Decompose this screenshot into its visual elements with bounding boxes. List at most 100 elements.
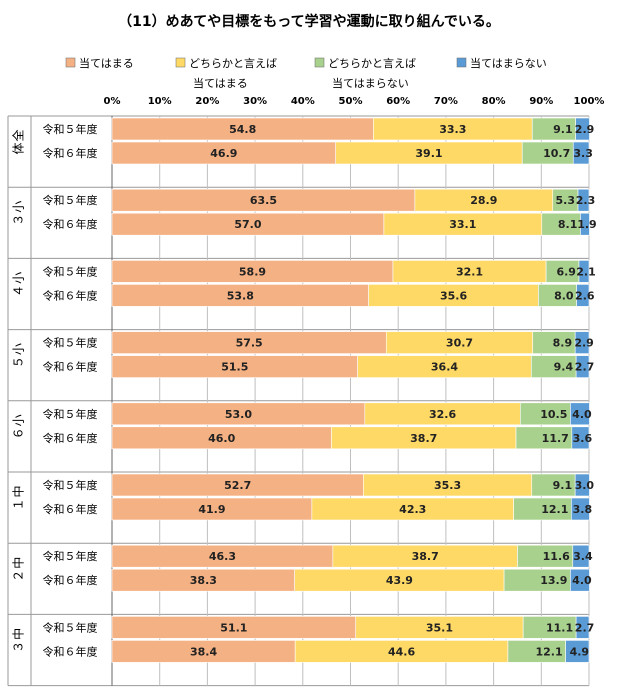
data-label-agree: 51.5	[221, 361, 248, 374]
data-label-somewhat-disagree: 5.3	[556, 194, 576, 207]
legend-swatch-agree	[65, 57, 76, 68]
group-label: 全体	[11, 129, 26, 154]
data-label-disagree: 4.0	[572, 408, 592, 421]
data-label-agree: 58.9	[239, 265, 266, 278]
data-label-disagree: 3.6	[573, 432, 593, 445]
data-label-disagree: 2.7	[575, 621, 595, 634]
x-tick-label: 10%	[148, 96, 172, 107]
bar-segment-disagree	[575, 355, 590, 378]
data-label-somewhat-disagree: 12.1	[535, 645, 562, 658]
row-label: 令和６年度	[43, 431, 98, 445]
data-label-somewhat-disagree: 12.1	[541, 503, 568, 516]
bar-segment-disagree	[576, 284, 590, 307]
row-label: 令和６年度	[43, 288, 98, 302]
group-label-char: 全	[11, 129, 26, 141]
row-label: 令和５年度	[43, 264, 98, 278]
data-label-somewhat-agree: 30.7	[446, 337, 473, 350]
data-label-disagree: 2.3	[576, 194, 596, 207]
data-label-somewhat-agree: 43.9	[386, 574, 413, 587]
group-label-char: 小	[12, 201, 26, 213]
data-label-somewhat-agree: 42.3	[399, 503, 426, 516]
data-label-somewhat-agree: 33.3	[439, 123, 466, 136]
row-label: 令和６年度	[43, 644, 98, 658]
row-label: 令和５年度	[43, 549, 98, 563]
legend-label-disagree: 当てはまらない	[470, 56, 547, 70]
group-label-char: 小	[12, 414, 26, 426]
data-label-agree: 54.8	[229, 123, 256, 136]
bar-segment-disagree	[577, 188, 590, 212]
data-label-somewhat-disagree: 8.1	[558, 218, 578, 231]
data-label-somewhat-disagree: 8.0	[554, 289, 574, 302]
row-label: 令和５年度	[43, 122, 98, 136]
data-label-agree: 57.0	[234, 218, 261, 231]
bar-segment-disagree	[570, 402, 590, 426]
row-label: 令和５年度	[43, 193, 98, 207]
data-label-somewhat-agree: 28.9	[470, 194, 497, 207]
data-label-agree: 53.0	[225, 408, 252, 421]
data-label-agree: 53.8	[227, 289, 254, 302]
data-label-somewhat-disagree: 9.4	[554, 361, 574, 374]
group-label: 小５	[12, 343, 26, 368]
legend-sublabel-somewhat-agree: 当てはまる	[193, 76, 248, 90]
group-label-char: 中	[11, 485, 26, 497]
data-label-disagree: 3.3	[573, 147, 593, 160]
group-label-char: 小	[12, 272, 26, 284]
x-axis: 0% 10% 20% 30% 40% 50% 60% 70% 80% 90% 100%	[104, 96, 605, 107]
data-label-somewhat-agree: 33.1	[449, 218, 476, 231]
bar-segment-disagree	[575, 117, 590, 141]
data-label-disagree: 4.0	[572, 574, 592, 587]
legend-label-somewhat-agree: どちらかと言えば	[189, 57, 277, 70]
data-label-somewhat-agree: 35.3	[434, 479, 461, 492]
data-label-disagree: 3.0	[575, 479, 595, 492]
group-label-char: 中	[11, 628, 26, 640]
x-tick-label: 30%	[243, 96, 267, 107]
legend-swatch-disagree	[456, 57, 467, 68]
legend-swatch-somewhat-agree	[175, 57, 186, 68]
group-label-char: 体	[12, 142, 26, 154]
data-label-disagree: 3.4	[573, 550, 593, 563]
row-label: 令和５年度	[43, 478, 98, 492]
group-label: 小６	[12, 414, 26, 439]
bar-segment-disagree	[565, 640, 590, 663]
data-label-agree: 51.1	[220, 621, 247, 634]
chart-title: （11）めあてや目標をもって学習や運動に取り組んでいる。	[118, 13, 500, 30]
data-label-agree: 57.5	[236, 337, 263, 350]
data-label-agree: 41.9	[198, 503, 225, 516]
data-label-somewhat-disagree: 11.1	[546, 621, 573, 634]
legend-label-agree: 当てはまる	[79, 56, 134, 70]
legend-swatch-somewhat-disagree	[314, 57, 325, 68]
data-label-somewhat-disagree: 9.1	[553, 123, 573, 136]
x-tick-label: 60%	[386, 96, 410, 107]
data-label-agree: 38.3	[190, 574, 217, 587]
legend-label-somewhat-disagree: どちらかと言えば	[328, 57, 416, 70]
data-label-somewhat-agree: 39.1	[415, 147, 442, 160]
row-label: 令和６年度	[43, 360, 98, 374]
bar-segment-disagree	[578, 260, 590, 283]
x-tick-label: 70%	[434, 96, 458, 107]
bars-area: 54.8 33.3 9.1 2.946.9 39.1 10.7 3.363.5 28.9 5.3…	[111, 117, 597, 663]
data-label-disagree: 1.9	[577, 218, 597, 231]
group-label-char: ２	[12, 570, 26, 582]
data-label-disagree: 2.9	[575, 123, 595, 136]
data-label-agree: 38.4	[190, 645, 217, 658]
data-label-somewhat-agree: 32.6	[429, 408, 456, 421]
data-label-somewhat-disagree: 9.1	[553, 479, 573, 492]
data-label-somewhat-disagree: 13.9	[540, 574, 567, 587]
bar-segment-disagree	[580, 212, 590, 236]
data-label-disagree: 4.9	[570, 645, 590, 658]
row-label: 令和６年度	[43, 573, 98, 587]
data-label-agree: 46.3	[209, 550, 236, 563]
x-tick-label: 40%	[291, 96, 315, 107]
data-label-disagree: 2.6	[575, 289, 595, 302]
bar-segment-disagree	[572, 141, 590, 165]
data-label-disagree: 2.9	[574, 337, 594, 350]
row-label: 令和６年度	[43, 502, 98, 516]
row-label: 令和５年度	[43, 336, 98, 350]
data-label-somewhat-disagree: 11.6	[543, 550, 570, 563]
data-label-disagree: 2.7	[575, 361, 595, 374]
group-label-char: 中	[11, 557, 26, 569]
group-label-char: ６	[12, 427, 26, 439]
bar-segment-disagree	[572, 544, 590, 568]
bar-segment-disagree	[574, 331, 590, 354]
